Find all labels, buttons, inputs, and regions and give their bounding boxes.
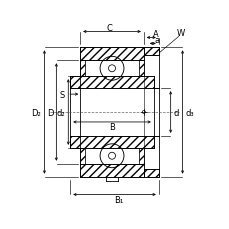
Polygon shape	[143, 48, 158, 56]
Polygon shape	[70, 136, 153, 148]
Polygon shape	[138, 61, 143, 77]
Text: a: a	[154, 36, 159, 45]
Polygon shape	[138, 148, 143, 164]
Text: A: A	[153, 30, 158, 39]
Polygon shape	[80, 164, 143, 177]
Text: B: B	[109, 123, 114, 132]
Text: B₁: B₁	[113, 195, 123, 204]
Text: d: d	[173, 108, 178, 117]
Polygon shape	[70, 77, 153, 89]
Text: D: D	[47, 108, 53, 117]
Circle shape	[108, 153, 115, 160]
Text: d₃: d₃	[185, 108, 193, 117]
Circle shape	[108, 65, 115, 72]
Polygon shape	[80, 48, 143, 61]
Polygon shape	[80, 61, 85, 77]
Text: d₂: d₂	[56, 108, 65, 117]
Polygon shape	[143, 169, 158, 177]
Text: D₂: D₂	[30, 108, 40, 117]
Text: W: W	[176, 29, 184, 38]
Text: C: C	[106, 24, 112, 33]
Polygon shape	[80, 148, 85, 164]
Text: S: S	[59, 90, 64, 99]
